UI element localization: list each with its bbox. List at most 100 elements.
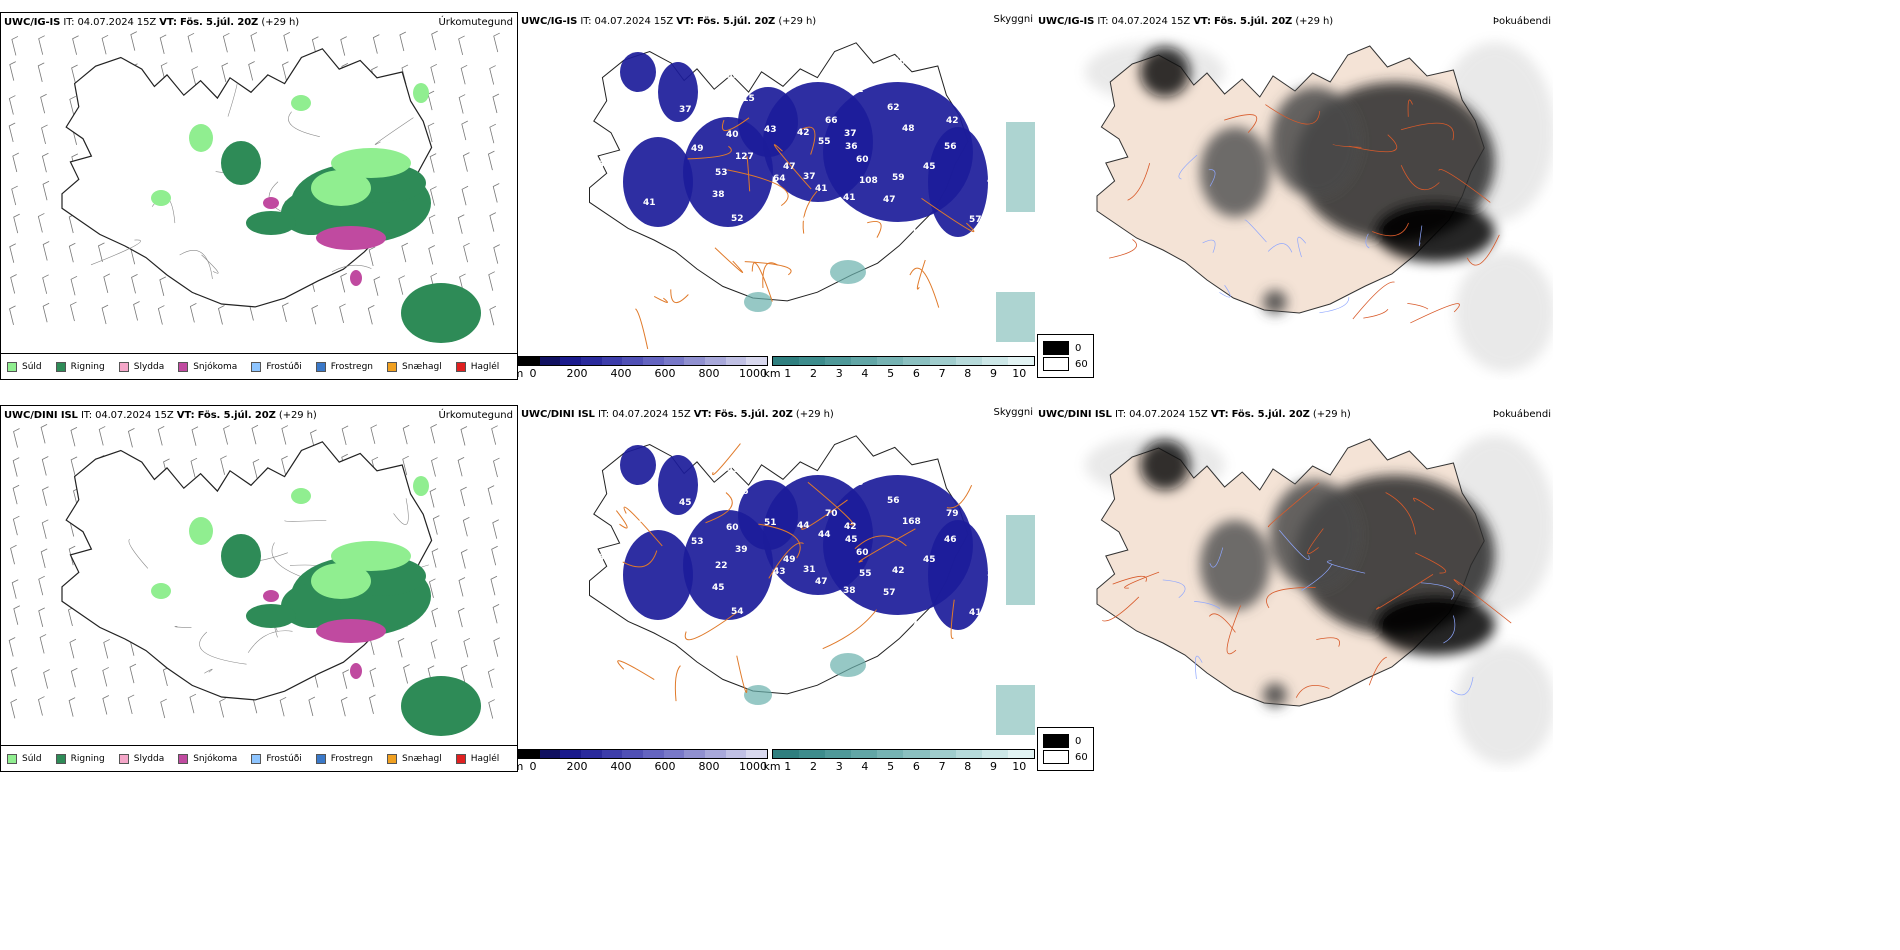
panel-name: Úrkomutegund	[438, 17, 513, 28]
ceiling-value: 60	[856, 548, 869, 558]
colorbar-swatch	[643, 357, 664, 365]
colorbar-tick: 8	[964, 760, 972, 772]
panel-title: UWC/DINI ISL IT: 04.07.2024 15Z VT: Fös.…	[4, 410, 317, 421]
colorbar-swatch	[519, 750, 540, 758]
colorbar-swatch	[581, 357, 602, 365]
fog-legend-value: 0	[1075, 342, 1082, 354]
ceiling-value: 59	[892, 173, 905, 183]
panel-name: Úrkomutegund	[438, 410, 513, 421]
ceiling-value: 36	[845, 142, 858, 152]
colorbar-ticks: km 1 2 3 4 5 6 7 8 9 10	[763, 366, 1035, 380]
colorbar-tick: 1	[784, 367, 792, 380]
colorbar-tick: 7	[938, 760, 946, 772]
ceiling-value: 42	[892, 566, 905, 576]
visibility-map: 60 43 70 57 53 79 65 43 36 49 42 38 60 46 54 44 41 67 45 47…	[589, 435, 1035, 735]
colorbar-swatch	[877, 357, 904, 365]
colorbar-swatch	[799, 357, 826, 365]
ceiling-value: 61	[905, 227, 918, 237]
ceiling-value: 43	[630, 127, 643, 137]
ceiling-value: 42	[946, 116, 959, 126]
fog-legend: 0 60	[1037, 334, 1094, 378]
visibility-colorbar: km 1 2 3 4 5 6 7 8 9 10	[763, 356, 1035, 380]
colorbar-swatch	[773, 357, 800, 365]
ceiling-value: 168	[902, 517, 921, 527]
ceiling-value: 44	[727, 72, 740, 82]
colorbar-tick: 400	[610, 367, 632, 380]
colorbar-ticks: m0 200 400 600 800 1000	[518, 366, 768, 380]
legend-item: Haglél	[455, 753, 500, 764]
colorbar-swatch	[684, 750, 706, 758]
colorbar-tick: 800	[698, 367, 720, 380]
ceiling-value: 37	[679, 105, 692, 115]
colorbar-swatch	[519, 357, 540, 365]
legend-label: Súld	[22, 753, 42, 764]
legend-item: Snæhagl	[387, 361, 442, 372]
visibility-panel-row1: UWC/IG-IS IT: 04.07.2024 15Z VT: Fös. 5.…	[518, 12, 1035, 380]
colorbar-swatch	[663, 357, 685, 365]
colorbar-tick: 6	[912, 367, 920, 380]
colorbar-tick: 600	[654, 367, 676, 380]
ceiling-value: 47	[815, 577, 828, 587]
panel-title: UWC/IG-IS IT: 04.07.2024 15Z VT: Fös. 5.…	[4, 17, 300, 28]
colorbar-tick: 800	[698, 760, 720, 772]
ceiling-value: 42	[797, 128, 810, 138]
panel-title: UWC/IG-IS IT: 04.07.2024 15Z VT: Fös. 5.…	[521, 16, 817, 27]
ceiling-value: 47	[905, 620, 918, 630]
ceiling-value: 49	[783, 555, 796, 565]
colorbar-swatch	[746, 357, 768, 365]
colorbar-swatch	[955, 357, 982, 365]
precip-map	[8, 30, 500, 343]
colorbar-tick: 5	[887, 760, 895, 772]
legend-item: Frostúði	[251, 361, 302, 372]
ceiling-value: 37	[803, 172, 816, 182]
colorbar-swatch	[773, 750, 800, 758]
legend-swatch	[118, 753, 129, 764]
ceiling-value: 45	[845, 535, 858, 545]
ceiling-value: 50	[844, 619, 857, 629]
legend-swatch	[55, 753, 66, 764]
ceiling-value: 49	[669, 232, 682, 242]
fog-legend-swatch	[1043, 750, 1069, 764]
legend-item: Slydda	[118, 361, 164, 372]
colorbar-tick: 0	[529, 367, 537, 380]
ceiling-value: 45	[679, 498, 692, 508]
colorbar-swatch	[705, 750, 726, 758]
legend-label: Haglél	[470, 753, 500, 764]
ceiling-value: 49	[988, 111, 1001, 121]
legend-item: Slydda	[118, 753, 164, 764]
fog-legend-item: 60	[1043, 357, 1088, 371]
fog-legend: 0 60	[1037, 727, 1094, 771]
colorbar-swatch	[981, 750, 1008, 758]
fog-panel-row1: UWC/IG-IS IT: 04.07.2024 15Z VT: Fös. 5.…	[1035, 12, 1553, 380]
visibility-map: 60 64 66 47 49 42 66 44 39 47 37 41 40 56 52 66 57 59 36 41…	[589, 42, 1035, 350]
ceiling-colorbar: m0 200 400 600 800 1000	[518, 749, 768, 772]
ceiling-value: 43	[773, 567, 786, 577]
fog-map	[1085, 435, 1553, 765]
ceiling-value: 38	[843, 586, 856, 596]
ceiling-value: 38	[712, 190, 725, 200]
ceiling-value: 54	[731, 607, 744, 617]
legend-label: Snæhagl	[402, 361, 442, 372]
colorbar-swatch	[539, 357, 561, 365]
ceiling-value: 41	[815, 184, 828, 194]
colorbar-tick: 8	[964, 367, 972, 380]
legend-swatch	[7, 753, 17, 764]
colorbar-swatch	[825, 357, 852, 365]
colorbar-swatch	[622, 357, 644, 365]
colorbar-swatch	[601, 750, 623, 758]
legend-item: Súld	[7, 361, 42, 372]
colorbar-swatch	[903, 357, 930, 365]
legend-label: Rigning	[70, 753, 105, 764]
ceiling-value: 52	[731, 214, 744, 224]
ceiling-value: 53	[715, 168, 728, 178]
ceiling-value: 41	[843, 193, 856, 203]
legend-swatch	[7, 361, 17, 372]
legend-item: Súld	[7, 753, 42, 764]
fog-legend-item: 60	[1043, 750, 1088, 764]
colorbar-swatch	[903, 750, 930, 758]
precip-legend: Súld Rigning Slydda Snjókoma Frostúði Frostre…	[1, 745, 517, 771]
colorbar-strip	[772, 749, 1035, 759]
ceiling-value: 37	[844, 129, 857, 139]
ceiling-value: 43	[851, 478, 864, 488]
ceiling-value: 49	[691, 144, 704, 154]
